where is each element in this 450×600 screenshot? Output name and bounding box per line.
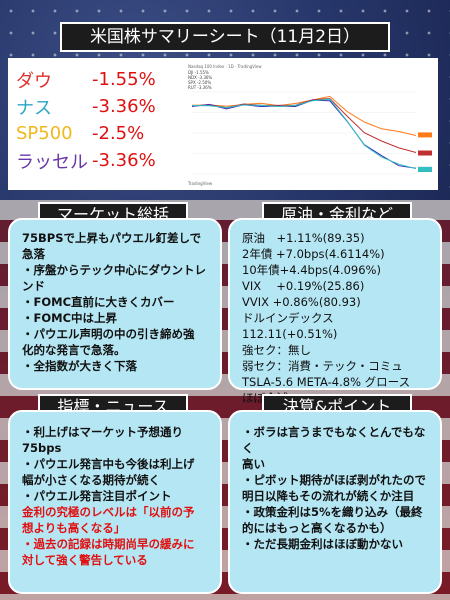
index-change: -3.36% [92,96,156,117]
kessan-line: 高い [242,457,265,471]
news-line-highlight: 想よりも高くなる」 [22,521,126,535]
index-change: -3.36% [92,150,156,171]
rates-line: VIX +0.19%(25.86) [242,279,365,293]
series-end-tag [418,150,432,156]
market-line: 75BPSで上昇もパウエル釘差しで [22,231,202,245]
chart-footer: TradingView [188,181,213,186]
kessan-line: 的にはもっと高くなるかも） [242,521,392,535]
kessan-line: 明日以降もその流れが続くか注目 [242,489,415,503]
rates-panel: 原油 +1.11%(89.35) 2年債 +7.0bps(4.6114%) 10… [228,218,442,405]
rates-line: 弱セク：消費・テック・コミュ [242,359,403,373]
market-line: ・全指数が大きく下落 [22,359,137,373]
rates-line: 強セク：無し [242,343,311,357]
series-end-tag [418,166,432,172]
kessan-line: ・ボラは言うまでもなくとんでもなく [242,425,426,455]
market-line: 化的な発言で急落。 [22,343,126,357]
kessan-line: ・ピボット期待がほぼ剥がれたので [242,473,426,487]
kessan-line: ・ただ長期金利はほぼ動かない [242,537,403,551]
index-row-sp500: SP500 -2.5% [16,120,176,147]
legend-item: NDX -3.36% [188,75,213,80]
index-name: SP500 [16,123,73,144]
news-line-highlight: 金利の究極のレベルは「以前の予 [22,505,195,519]
kessan-panel: ・ボラは言うまでもなくとんでもなく 高い ・ピボット期待がほぼ剥がれたので 明日… [228,410,442,594]
chart-header: Nasdaq 100 Index · 1D · TradingView [188,64,262,69]
market-line: 急落 [22,247,45,261]
market-summary-panel: 75BPSで上昇もパウエル釘差しで 急落 ・序盤からテック中心にダウントレンド … [8,218,222,390]
rates-line: 2年債 +7.0bps(4.6114%) [242,247,385,261]
legend-item: SPX -2.50% [188,80,212,85]
series-end-tag [418,132,432,138]
chart-plot [191,91,432,175]
news-line: ・パウエル発言注目ポイント [22,489,172,503]
kessan-line: ・政策金利は5%を織り込み（最終 [242,505,423,519]
news-line: ・利上げはマーケット予想通り [22,425,183,439]
index-row-russell: ラッセル -3.36% [16,147,176,174]
legend-item: RUT -3.36% [188,85,212,90]
rates-line: TSLA-5.6 META-4.8% グロース [242,375,411,389]
page-title: 米国株サマリーシート（11月2日） [60,22,390,52]
series-line [191,95,417,136]
news-line: 幅が小さくなる期待が続く [22,473,160,487]
news-line-highlight: ・過去の記録は時期尚早の緩みに [22,537,195,551]
market-line: ・FOMC直前に大きくカバー [22,295,175,309]
chart-legend: DJI -1.55% NDX -3.36% SPX -2.50% RUT -3.… [188,70,212,90]
index-name: ナス [16,97,52,119]
index-name: ダウ [16,70,52,92]
intraday-chart: Nasdaq 100 Index · 1D · TradingView DJI … [184,62,434,188]
legend-item: DJI -1.55% [188,70,209,75]
market-line: ・序盤からテック中心にダウントレンド [22,263,206,293]
rates-line: 10年債+4.4bps(4.096%) [242,263,381,277]
series-line [191,99,417,169]
index-row-nasdaq: ナス -3.36% [16,93,176,120]
index-name: ラッセル [16,151,88,173]
rates-line: ドルインデックス 112.11(+0.51%) [242,311,338,341]
news-line-highlight: 対して強く警告している [22,553,148,567]
rates-line: 原油 +1.11%(89.35) [242,231,365,245]
market-line: ・パウエル声明の中の引き締め強 [22,327,195,341]
index-summary-panel: ダウ -1.55% ナス -3.36% SP500 -2.5% ラッセル -3.… [8,58,438,190]
index-list: ダウ -1.55% ナス -3.36% SP500 -2.5% ラッセル -3.… [16,66,176,174]
index-row-dow: ダウ -1.55% [16,66,176,93]
news-panel: ・利上げはマーケット予想通り 75bps ・パウエル発言中も今後は利上げ 幅が小… [8,410,222,594]
series-line [191,98,417,170]
news-line: 75bps [22,441,62,455]
news-line: ・パウエル発言中も今後は利上げ [22,457,195,471]
index-change: -1.55% [92,69,156,90]
market-line: ・FOMC中は上昇 [22,311,118,325]
index-change: -2.5% [92,123,145,144]
rates-line: VVIX +0.86%(80.93) [242,295,361,309]
